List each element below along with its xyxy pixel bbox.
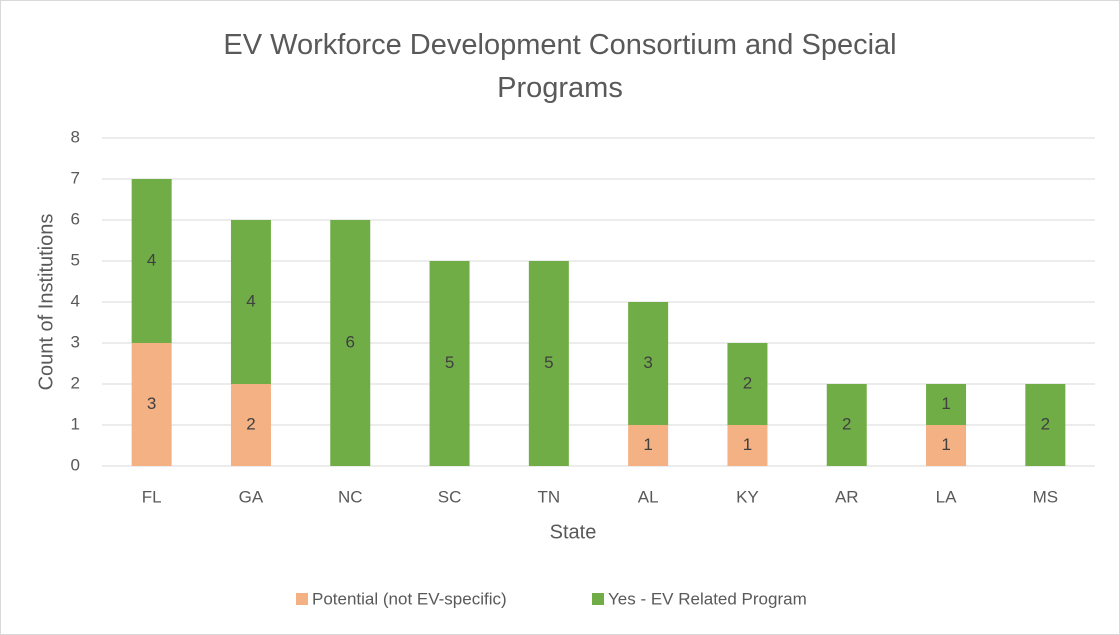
bar-segment <box>926 384 967 425</box>
bar-segment <box>628 425 669 466</box>
data-label: 4 <box>246 291 255 310</box>
x-axis-title: State <box>550 521 597 543</box>
x-tick-label: SC <box>438 487 462 506</box>
x-tick-label: GA <box>239 487 264 506</box>
bar-segment <box>727 343 768 425</box>
y-tick-label: 5 <box>71 250 80 269</box>
bar-segment <box>230 220 271 384</box>
bar-segment <box>1025 384 1066 466</box>
y-tick-label: 4 <box>71 291 80 310</box>
y-tick-label: 1 <box>71 414 80 433</box>
data-label: 3 <box>147 394 156 413</box>
bar-segment <box>727 425 768 466</box>
y-tick-label: 6 <box>71 209 80 228</box>
bar-segment <box>131 179 172 343</box>
legend-label: Yes - EV Related Program <box>608 589 807 608</box>
data-label: 2 <box>842 414 851 433</box>
data-label: 2 <box>743 373 752 392</box>
data-label: 2 <box>246 414 255 433</box>
bar-segment <box>131 343 172 466</box>
data-label: 5 <box>544 353 553 372</box>
y-axis-title: Count of Institutions <box>35 214 57 391</box>
chart-title: EV Workforce Development Consortium and … <box>223 29 897 104</box>
y-tick-label: 2 <box>71 373 80 392</box>
legend-label: Potential (not EV-specific) <box>312 589 507 608</box>
data-label: 3 <box>643 353 652 372</box>
bar-segment <box>826 384 867 466</box>
y-tick-label: 0 <box>71 455 80 474</box>
x-tick-label: KY <box>736 487 759 506</box>
data-label: 4 <box>147 250 156 269</box>
bar-segment <box>330 220 371 466</box>
x-tick-label: NC <box>338 487 363 506</box>
y-tick-label: 8 <box>71 127 80 146</box>
data-label: 1 <box>643 435 652 454</box>
bar-segment <box>628 302 669 425</box>
bar-segment <box>230 384 271 466</box>
y-tick-label: 3 <box>71 332 80 351</box>
bar-segment <box>926 425 967 466</box>
y-tick-label: 7 <box>71 168 80 187</box>
x-tick-label: AR <box>835 487 859 506</box>
legend-swatch <box>592 593 604 605</box>
data-label: 1 <box>743 435 752 454</box>
x-tick-label: AL <box>638 487 659 506</box>
x-tick-label: TN <box>538 487 561 506</box>
data-label: 5 <box>445 353 454 372</box>
x-tick-label: MS <box>1033 487 1059 506</box>
data-label: 6 <box>346 332 355 351</box>
legend-swatch <box>296 593 308 605</box>
data-label: 1 <box>941 435 950 454</box>
data-label: 2 <box>1041 414 1050 433</box>
bar-segment <box>528 261 569 466</box>
x-tick-label: FL <box>142 487 162 506</box>
bar-segment <box>429 261 470 466</box>
data-label: 1 <box>941 394 950 413</box>
x-tick-label: LA <box>936 487 957 506</box>
